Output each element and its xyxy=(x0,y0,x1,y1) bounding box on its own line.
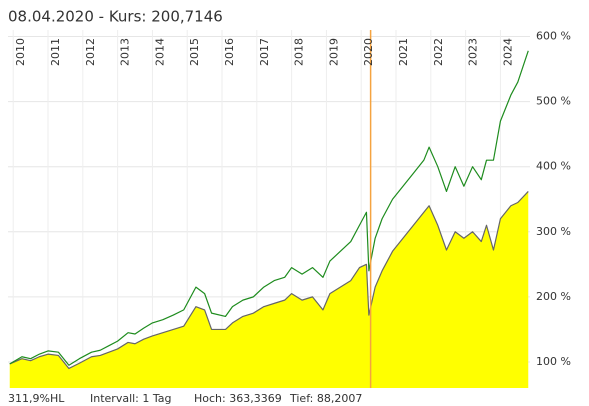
footer-text: Intervall: 1 Tag xyxy=(90,392,172,405)
footer-text: Tief: 88,2007 xyxy=(289,392,362,405)
x-tick-label: 2010 xyxy=(14,38,27,66)
x-tick-label: 2015 xyxy=(188,38,201,66)
x-tick-label: 2017 xyxy=(258,38,271,66)
x-tick-label: 2013 xyxy=(119,38,132,66)
x-tick-label: 2014 xyxy=(153,38,166,66)
line xyxy=(9,50,529,366)
y-tick-label: 600 % xyxy=(536,30,571,43)
y-tick-label: 500 % xyxy=(536,95,571,108)
x-tick-label: 2024 xyxy=(501,38,514,66)
chart-title: 08.04.2020 - Kurs: 200,7146 xyxy=(8,8,223,26)
x-tick-label: 2021 xyxy=(397,38,410,66)
line xyxy=(9,191,529,370)
x-tick-label: 2016 xyxy=(223,38,236,66)
footer-text: 311,9%HL xyxy=(8,392,65,405)
footer-text: Hoch: 363,3369 xyxy=(194,392,282,405)
title-band xyxy=(0,0,589,30)
x-tick-label: 2012 xyxy=(84,38,97,66)
x-tick-label: 2023 xyxy=(467,38,480,66)
x-tick-label: 2018 xyxy=(293,38,306,66)
y-tick-label: 400 % xyxy=(536,160,571,173)
y-tick-label: 300 % xyxy=(536,225,571,238)
x-tick-label: 2019 xyxy=(327,38,340,66)
x-tick-label: 2011 xyxy=(49,38,62,66)
y-tick-label: 200 % xyxy=(536,290,571,303)
x-tick-label: 2020 xyxy=(362,38,375,66)
y-tick-label: 100 % xyxy=(536,355,571,368)
x-tick-label: 2022 xyxy=(432,38,445,66)
area xyxy=(9,191,529,388)
plot xyxy=(8,30,530,388)
